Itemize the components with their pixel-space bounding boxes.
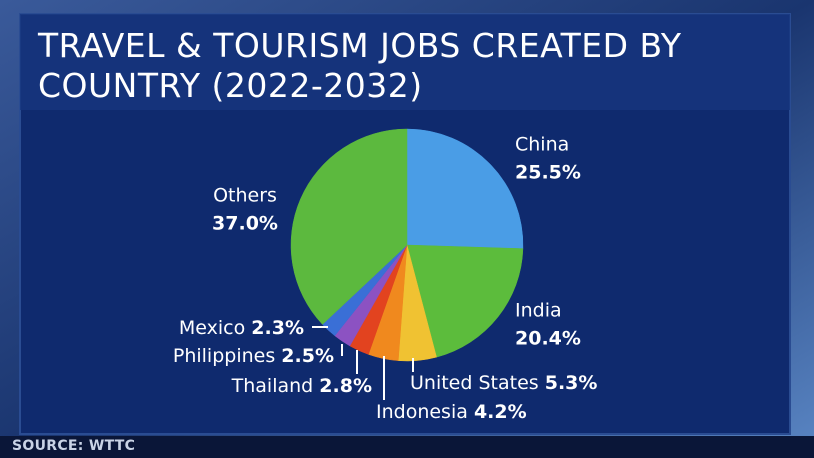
value-label: 20.4% bbox=[515, 328, 581, 350]
value-label: 2.8% bbox=[319, 375, 372, 397]
slice-label: Philippines 2.5% bbox=[173, 345, 334, 367]
category-label: Thailand bbox=[231, 375, 314, 397]
category-label: United States bbox=[410, 372, 539, 394]
value-label: 2.5% bbox=[281, 345, 334, 367]
slice-label: Mexico 2.3% bbox=[179, 317, 304, 339]
pie-slice bbox=[406, 128, 524, 249]
value-label: 5.3% bbox=[545, 372, 598, 394]
category-label: Philippines bbox=[173, 345, 275, 367]
value-label: 4.2% bbox=[474, 401, 527, 423]
title-band bbox=[20, 14, 790, 110]
category-label: India bbox=[515, 300, 562, 322]
pie-slice bbox=[406, 244, 524, 358]
category-label: Indonesia bbox=[376, 401, 468, 423]
source: SOURCE: WTTC bbox=[12, 438, 136, 454]
value-label: 25.5% bbox=[515, 162, 581, 184]
slice-label: United States 5.3% bbox=[410, 372, 597, 394]
category-label: Others bbox=[213, 185, 277, 207]
category-label: Mexico bbox=[179, 317, 245, 339]
value-label: 37.0% bbox=[212, 213, 278, 235]
category-label: China bbox=[515, 134, 569, 156]
slice-label: Thailand 2.8% bbox=[231, 375, 372, 397]
value-label: 2.3% bbox=[251, 317, 304, 339]
slice-label: Indonesia 4.2% bbox=[376, 401, 527, 423]
source-band bbox=[0, 436, 814, 458]
chart-title: TRAVEL & TOURISM JOBS CREATED BY COUNTRY… bbox=[38, 26, 682, 105]
pie-slice bbox=[290, 128, 408, 325]
